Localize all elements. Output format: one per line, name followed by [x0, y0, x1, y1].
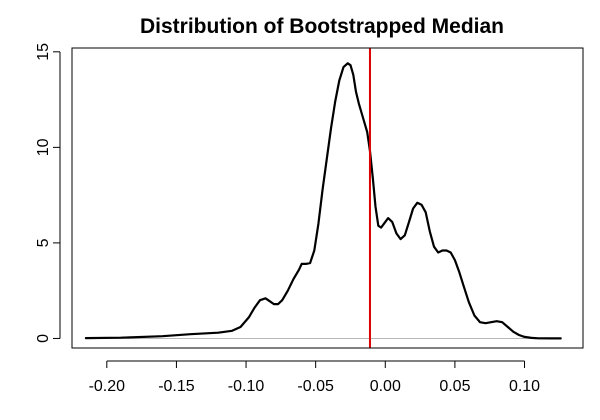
y-tick-label: 10: [35, 138, 52, 156]
x-tick-label: -0.10: [228, 378, 265, 395]
plot-frame: [71, 47, 584, 349]
x-tick-label: 0.05: [439, 378, 470, 395]
y-tick-label: 0: [35, 334, 52, 343]
x-tick-label: 0.10: [509, 378, 540, 395]
x-tick-label: -0.20: [89, 378, 126, 395]
x-tick-label: -0.15: [158, 378, 195, 395]
y-tick-label: 5: [35, 238, 52, 247]
density-curve-0: [84, 62, 562, 340]
chart-title: Distribution of Bootstrapped Median: [140, 15, 504, 38]
x-tick-label: 0.00: [370, 378, 401, 395]
x-tick-label: -0.05: [297, 378, 334, 395]
y-tick-label: 15: [35, 43, 52, 61]
